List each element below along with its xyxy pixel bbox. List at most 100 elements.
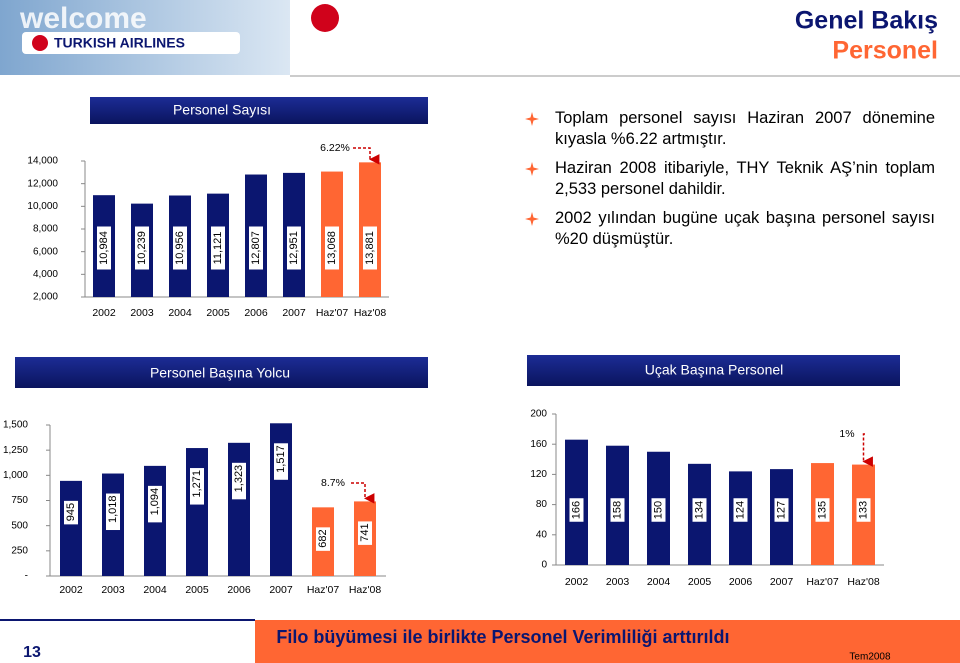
y-tick-label: 6,000 <box>33 246 58 257</box>
value-label: 1,323 <box>233 465 245 493</box>
value-label: 12,951 <box>288 231 300 265</box>
value-label: 166 <box>570 501 582 519</box>
value-label-bg <box>815 498 830 522</box>
value-label: 124 <box>734 501 746 519</box>
value-label-bg <box>190 468 204 505</box>
x-tick-label: Haz'07 <box>806 576 839 588</box>
y-tick-label: 200 <box>530 409 547 420</box>
value-label: 1,271 <box>191 470 203 498</box>
value-label: 133 <box>857 501 869 519</box>
logo-welcome: welcome <box>19 2 147 35</box>
y-tick-label: 80 <box>536 499 548 510</box>
value-label-bg <box>358 521 372 545</box>
x-tick-label: 2007 <box>770 576 794 588</box>
chart-title: Personel Sayısı <box>173 102 271 118</box>
x-tick-label: 2007 <box>269 584 293 596</box>
bullet-text: 2002 yılından bugüne uçak başına persone… <box>555 209 935 248</box>
value-label: 10,239 <box>136 231 148 265</box>
value-label-bg <box>287 226 301 270</box>
value-label-bg <box>774 498 789 522</box>
x-tick-label: Haz'07 <box>307 584 340 596</box>
y-tick-label: 1,000 <box>3 470 28 481</box>
value-label: 13,068 <box>326 231 338 265</box>
bullet: Toplam personel sayısı Haziran 2007 döne… <box>525 108 935 150</box>
annotation-arrow <box>353 147 380 165</box>
value-label: 12,807 <box>250 231 262 265</box>
x-tick-label: 2007 <box>282 307 306 319</box>
logo-airline: TURKISH AIRLINES <box>54 35 185 51</box>
value-label: 1,018 <box>107 496 119 524</box>
y-tick-label: 750 <box>11 495 28 506</box>
value-label: 682 <box>317 529 329 547</box>
y-tick-label: 10,000 <box>27 201 58 212</box>
value-label: 1,094 <box>149 488 161 516</box>
y-tick-label: 8,000 <box>33 224 58 235</box>
value-label-bg <box>856 498 871 522</box>
value-label: 127 <box>775 501 787 519</box>
annotation-arrow <box>862 433 873 467</box>
y-tick-label: 120 <box>530 469 547 480</box>
bullet-list: Toplam personel sayısı Haziran 2007 döne… <box>525 108 935 258</box>
annotation-arrow <box>351 482 375 504</box>
footer-message: Filo büyümesi ile birlikte Personel Veri… <box>276 627 729 647</box>
header-title: Genel Bakış <box>795 7 938 35</box>
x-tick-label: 2002 <box>92 307 116 319</box>
x-tick-label: Haz'08 <box>354 307 387 319</box>
x-tick-label: 2002 <box>565 576 589 588</box>
y-tick-label: 1,500 <box>3 420 28 431</box>
value-label: 945 <box>65 503 77 521</box>
chart-title: Personel Başına Yolcu <box>150 365 290 381</box>
value-label: 13,881 <box>364 231 376 265</box>
x-tick-label: 2005 <box>688 576 712 588</box>
x-tick-label: 2006 <box>227 584 251 596</box>
value-label-bg <box>651 498 666 522</box>
y-tick-label: 40 <box>536 529 548 540</box>
value-label: 158 <box>611 501 623 519</box>
y-tick-label: 0 <box>541 560 547 571</box>
x-tick-label: 2004 <box>647 576 671 588</box>
y-tick-label: 250 <box>11 545 28 556</box>
footer-box <box>255 620 960 663</box>
value-label-bg <box>692 498 707 522</box>
x-tick-label: Haz'08 <box>349 584 382 596</box>
y-tick-label: 12,000 <box>27 178 58 189</box>
bullet: 2002 yılından bugüne uçak başına persone… <box>525 208 935 250</box>
y-tick-label: 2,000 <box>33 292 58 303</box>
x-tick-label: 2002 <box>59 584 83 596</box>
y-tick-label: 1,250 <box>3 445 28 456</box>
value-label-bg <box>569 498 584 522</box>
value-label: 10,984 <box>98 231 110 265</box>
chart-title-box <box>90 97 428 124</box>
y-tick-label: 4,000 <box>33 269 58 280</box>
value-label-bg <box>249 226 263 270</box>
value-label-bg <box>316 527 330 551</box>
value-label: 11,121 <box>212 232 224 265</box>
annotation: 8.7% <box>321 477 345 489</box>
x-tick-label: 2003 <box>130 307 154 319</box>
x-tick-label: 2003 <box>606 576 630 588</box>
bullet-text: Toplam personel sayısı Haziran 2007 döne… <box>555 109 935 148</box>
x-tick-label: 2005 <box>206 307 230 319</box>
value-label-bg <box>148 485 162 523</box>
value-label-bg <box>64 500 78 525</box>
chart-title: Uçak Başına Personel <box>645 362 784 378</box>
x-tick-label: 2004 <box>168 307 192 319</box>
value-label-bg <box>135 226 149 270</box>
bar <box>186 448 208 576</box>
value-label-bg <box>363 226 377 270</box>
bar <box>60 480 82 576</box>
value-label-bg <box>211 226 225 270</box>
value-label-bg <box>325 226 339 270</box>
value-label-bg <box>97 226 111 270</box>
logo-emblem <box>32 35 48 51</box>
y-tick-label: 160 <box>530 439 547 450</box>
value-label: 135 <box>816 501 828 519</box>
value-label: 741 <box>359 523 371 541</box>
bullet: Haziran 2008 itibariyle, THY Teknik AŞ’n… <box>525 158 935 200</box>
value-label-bg <box>173 226 187 270</box>
x-tick-label: Haz'07 <box>316 307 349 319</box>
chart-title-box <box>15 357 428 388</box>
chart-title-box <box>527 355 900 386</box>
header-subtitle: Personel <box>832 37 938 65</box>
